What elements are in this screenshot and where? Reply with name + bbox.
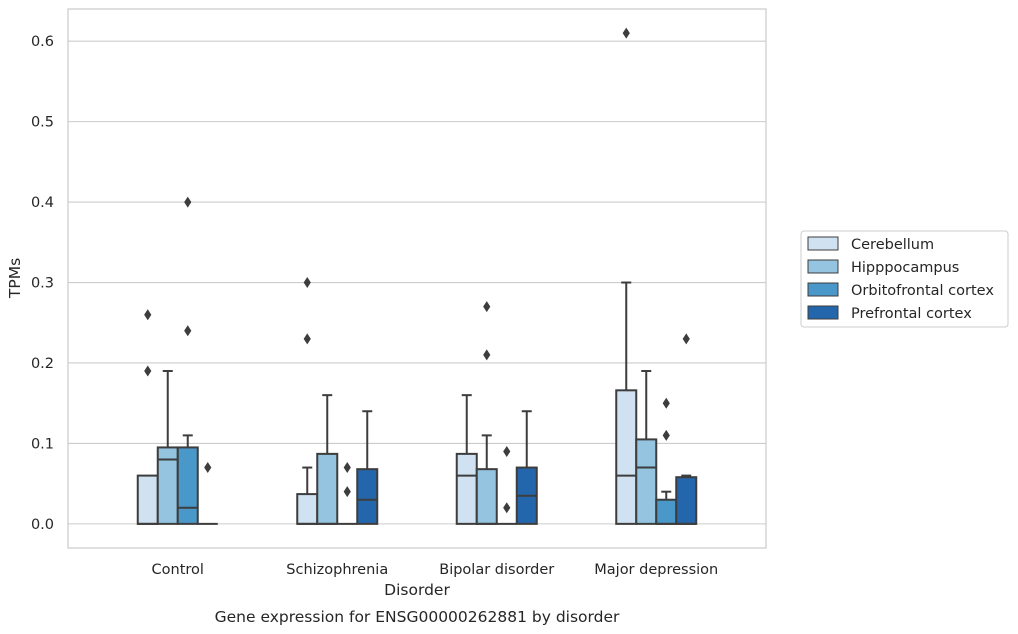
box-series: [136, 27, 698, 525]
legend-swatch: [807, 259, 839, 274]
box-mark: [356, 410, 379, 525]
box-mark: [197, 462, 218, 525]
legend-item: Orbitofrontal cortex: [807, 282, 994, 299]
box-iqr: [675, 476, 698, 525]
outlier-point: [503, 445, 511, 457]
outlier-point: [303, 333, 311, 345]
outlier-point: [622, 27, 630, 39]
x-tick-label: Schizophrenia: [286, 562, 388, 578]
outlier-point: [343, 462, 351, 474]
x-tick-label: Control: [152, 562, 204, 578]
box-iqr: [455, 452, 478, 525]
outlier-point: [343, 486, 351, 498]
box-iqr: [136, 474, 159, 525]
box-mark: [316, 394, 339, 525]
x-tick-label: Bipolar disorder: [439, 562, 554, 578]
box-iqr: [635, 438, 658, 525]
legend-item: Cerebellum: [807, 236, 934, 253]
x-tick-labels: Control Schizophrenia Bipolar disorder Majo…: [152, 562, 719, 578]
outlier-point: [144, 309, 152, 321]
y-axis-title: TPMs: [6, 258, 24, 299]
y-tick-label: 0.5: [31, 115, 54, 131]
y-tick-labels: 0.0 0.1 0.2 0.3 0.4 0.5 0.6: [31, 34, 54, 533]
box-mark: [136, 309, 159, 525]
outlier-point: [662, 429, 670, 441]
legend-label: Cerebellum: [851, 237, 934, 253]
outlier-point: [662, 397, 670, 409]
box-mark: [515, 410, 538, 525]
outlier-point: [483, 349, 491, 361]
outlier-point: [144, 365, 152, 377]
plot-frame: [67, 8, 767, 549]
outlier-point: [204, 462, 212, 474]
x-axis-title: Disorder: [384, 581, 450, 599]
outlier-point: [483, 301, 491, 313]
box-mark: [337, 462, 358, 525]
box-mark: [635, 370, 658, 525]
box-mark: [496, 445, 517, 525]
box-iqr: [475, 468, 498, 525]
box-iqr: [356, 468, 379, 525]
y-tick-label: 0.2: [31, 356, 54, 372]
box-iqr: [615, 389, 638, 525]
outlier-point: [503, 502, 511, 514]
legend-label: Orbitofrontal cortex: [851, 283, 994, 299]
y-tick-label: 0.0: [31, 517, 54, 533]
box-mark: [475, 301, 498, 525]
box-iqr: [296, 493, 319, 525]
box-mark: [615, 27, 638, 525]
series-hipppocampus: [156, 301, 658, 525]
box-mark: [455, 394, 478, 525]
box-mark: [675, 333, 698, 525]
legend-item: Hipppocampus: [807, 259, 959, 276]
chart-caption: Gene expression for ENSG00000262881 by d…: [215, 608, 620, 626]
series-orbitofrontal-cortex: [176, 196, 678, 525]
legend-label: Prefrontal cortex: [851, 306, 972, 322]
series-prefrontal-cortex: [197, 333, 698, 525]
legend-swatch: [807, 305, 839, 320]
legend-label: Hipppocampus: [851, 260, 959, 276]
legend-swatch: [807, 236, 839, 251]
y-tick-label: 0.4: [31, 195, 54, 211]
outlier-point: [303, 277, 311, 289]
legend-frame: [800, 230, 1009, 328]
legend: Cerebellum Hipppocampus Orbitofrontal cort…: [800, 230, 1009, 328]
y-tick-label: 0.6: [31, 34, 54, 50]
box-mark: [156, 370, 179, 525]
outlier-point: [184, 325, 192, 337]
box-iqr: [316, 452, 339, 525]
y-tick-label: 0.3: [31, 276, 54, 292]
box-iqr: [655, 498, 678, 525]
box-mark: [176, 196, 199, 525]
x-tick-label: Major depression: [594, 562, 718, 578]
series-cerebellum: [136, 27, 638, 525]
outlier-point: [682, 333, 690, 345]
legend-swatch: [807, 282, 839, 297]
outlier-point: [184, 196, 192, 208]
box-iqr: [176, 446, 199, 525]
box-mark: [296, 277, 319, 525]
y-tick-label: 0.1: [31, 436, 54, 452]
legend-item: Prefrontal cortex: [807, 305, 972, 322]
box-mark: [655, 397, 678, 525]
